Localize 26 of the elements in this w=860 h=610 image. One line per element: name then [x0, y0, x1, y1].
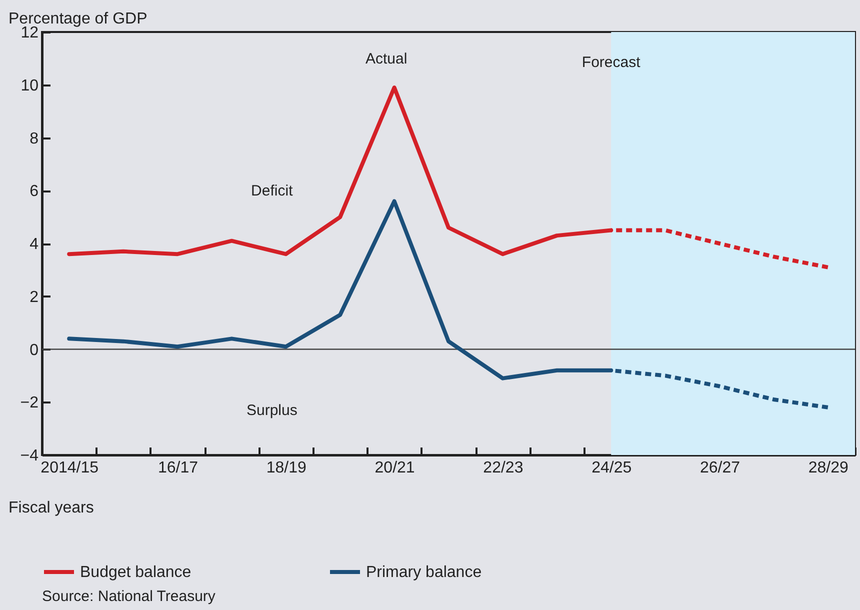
- y-axis-title: Percentage of GDP: [8, 10, 148, 28]
- legend-label: Primary balance: [366, 564, 482, 581]
- annotation: Surplus: [246, 402, 298, 420]
- legend-label: Budget balance: [80, 564, 192, 581]
- annotation: Deficit: [251, 182, 294, 200]
- x-tick-label: 28/29: [808, 460, 849, 476]
- y-tick-label: −4: [20, 448, 39, 464]
- y-tick-label: 12: [20, 24, 39, 42]
- y-tick-label: 8: [30, 130, 39, 148]
- x-axis-title: Fiscal years: [8, 500, 94, 516]
- band-label: Forecast: [582, 54, 642, 71]
- x-tick-label: 22/23: [483, 460, 524, 476]
- y-tick-label: −2: [20, 394, 39, 412]
- annotation: Actual: [365, 50, 408, 68]
- x-tick-label: 18/19: [266, 460, 307, 476]
- x-tick-label: 20/21: [374, 460, 415, 476]
- y-tick-label: 0: [30, 342, 39, 359]
- x-tick-label: 16/17: [158, 460, 198, 476]
- source-note: Source: National Treasury: [42, 588, 216, 605]
- x-tick-label: 2014/15: [40, 460, 99, 476]
- y-tick-label: 2: [30, 288, 39, 306]
- y-tick-label: 4: [30, 236, 39, 253]
- x-tick-label: 24/25: [592, 460, 632, 476]
- y-tick-label: 6: [30, 183, 39, 200]
- y-tick-label: 10: [20, 77, 39, 94]
- x-tick-label: 26/27: [700, 460, 740, 476]
